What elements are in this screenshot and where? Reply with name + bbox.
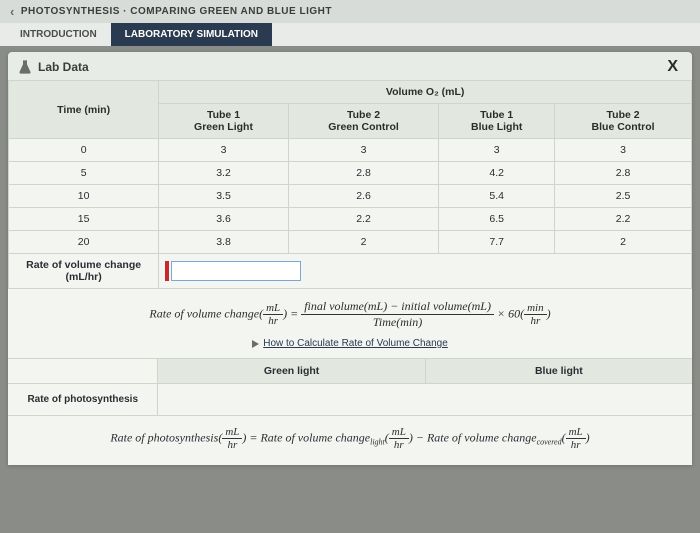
rate-of-photosynthesis-label: Rate of photosynthesis: [8, 384, 158, 415]
formula1-lhs: Rate of volume change: [149, 306, 259, 320]
input-marker: [165, 261, 169, 281]
howto-link[interactable]: How to Calculate Rate of Volume Change: [252, 338, 448, 349]
tab-introduction[interactable]: INTRODUCTION: [6, 23, 111, 46]
col-tube-1: Tube 2Green Control: [288, 104, 439, 139]
rate-of-volume-change-row: Rate of volume change(mL/hr): [9, 254, 692, 289]
col-tube-2: Tube 1Blue Light: [439, 104, 555, 139]
data-table: Time (min) Volume O₂ (mL) Tube 1Green Li…: [8, 80, 692, 289]
formula-rate-of-photosynthesis: Rate of photosynthesis(mLhr) = Rate of v…: [8, 416, 692, 465]
light-subheader: Green light Blue light: [8, 359, 692, 384]
col-time: Time (min): [9, 81, 159, 139]
formula-rate-of-volume-change: Rate of volume change(mLhr) = final volu…: [8, 289, 692, 359]
back-chevron-icon[interactable]: ‹: [10, 4, 15, 19]
close-button[interactable]: X: [663, 58, 682, 76]
breadcrumb-bar: ‹ PHOTOSYNTHESIS · COMPARING GREEN AND B…: [0, 0, 700, 23]
tab-laboratory-simulation[interactable]: LABORATORY SIMULATION: [111, 23, 272, 46]
rate-of-photosynthesis-row: Rate of photosynthesis: [8, 384, 692, 416]
flask-icon: [18, 59, 32, 75]
table-row: 03333: [9, 139, 692, 162]
col-tube-3: Tube 2Blue Control: [555, 104, 692, 139]
col-tube-0: Tube 1Green Light: [159, 104, 289, 139]
tab-bar: INTRODUCTION LABORATORY SIMULATION: [0, 23, 700, 46]
table-row: 203.827.72: [9, 231, 692, 254]
table-row: 53.22.84.22.8: [9, 162, 692, 185]
lab-data-panel: Lab Data X Time (min) Volume O₂ (mL) Tub…: [8, 52, 692, 465]
panel-title: Lab Data: [38, 60, 89, 74]
subheader-green: Green light: [158, 359, 425, 383]
col-volume: Volume O₂ (mL): [159, 81, 692, 104]
breadcrumb: PHOTOSYNTHESIS · COMPARING GREEN AND BLU…: [21, 6, 332, 17]
rate-of-volume-change-label: Rate of volume change(mL/hr): [9, 254, 159, 289]
table-row: 103.52.65.42.5: [9, 185, 692, 208]
subheader-blue: Blue light: [426, 359, 692, 383]
tag-icon: [252, 340, 259, 348]
rate-of-volume-change-input[interactable]: [171, 261, 301, 281]
table-row: 153.62.26.52.2: [9, 208, 692, 231]
